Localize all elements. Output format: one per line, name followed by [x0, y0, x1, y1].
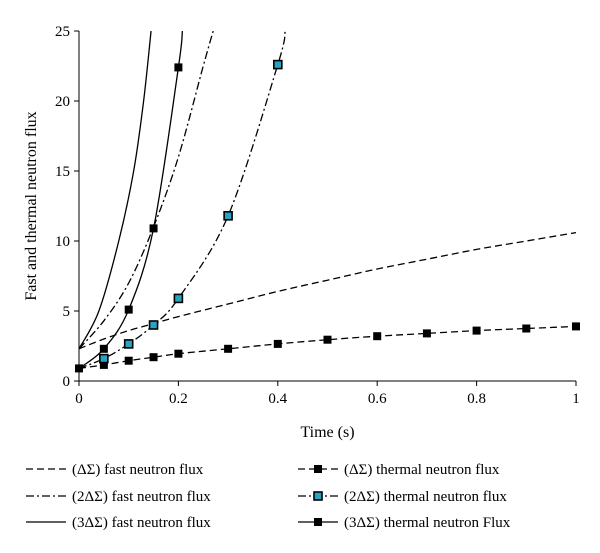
data-point-3-thermal-neutron-flux: [174, 63, 183, 72]
data-point-3-thermal-neutron-flux: [124, 305, 133, 314]
legend-marker-thermal-neutron-flux: [314, 465, 322, 473]
series-line-2-thermal-neutron-flux: [79, 31, 286, 370]
data-point-thermal-neutron-flux: [522, 324, 531, 333]
y-tick-label: 10: [55, 234, 70, 250]
x-tick-label: 0.2: [169, 391, 188, 407]
x-tick-label: 1: [572, 391, 580, 407]
x-tick-label: 0.8: [467, 391, 486, 407]
legend-marker-2-thermal-neutron-flux: [313, 491, 323, 501]
data-point-thermal-neutron-flux: [174, 349, 183, 358]
series-line-thermal-neutron-flux: [79, 325, 576, 370]
data-point-2-thermal-neutron-flux: [272, 59, 283, 70]
legend-label-2-thermal-neutron-flux: (2ΔΣ) thermal neutron flux: [344, 489, 507, 505]
data-point-2-thermal-neutron-flux: [99, 353, 109, 364]
data-point-2-thermal-neutron-flux: [223, 211, 233, 221]
y-tick-label: 5: [63, 304, 71, 320]
legend-label-thermal-neutron-flux: (ΔΣ) thermal neutron flux: [344, 462, 500, 478]
legend-label-2-fast-neutron-flux: (2ΔΣ) fast neutron flux: [72, 489, 211, 505]
y-axis-title: Fast and thermal neutron flux: [23, 111, 40, 300]
marker-layer: [75, 59, 580, 373]
data-point-thermal-neutron-flux: [99, 360, 108, 369]
y-tick-label: 15: [55, 164, 70, 180]
data-point-thermal-neutron-flux: [323, 335, 332, 344]
series-layer: [79, 31, 576, 370]
y-tick-label: 0: [63, 374, 71, 390]
data-point-thermal-neutron-flux: [472, 326, 481, 335]
x-tick-label: 0: [75, 391, 83, 407]
data-point-thermal-neutron-flux: [75, 364, 83, 373]
data-point-thermal-neutron-flux: [149, 353, 158, 362]
series-line-3-fast-neutron-flux: [79, 31, 152, 350]
data-point-thermal-neutron-flux: [572, 322, 580, 331]
series-line-3-thermal-neutron-flux: [79, 31, 184, 369]
legend: (ΔΣ) fast neutron flux (2ΔΣ) fast neutron…: [26, 462, 511, 531]
data-point-thermal-neutron-flux: [224, 344, 233, 353]
x-tick-label: 0.6: [368, 391, 387, 407]
legend-marker-3-thermal-neutron-flux: [314, 518, 322, 526]
y-tick-label: 25: [55, 24, 70, 40]
x-axis-title: Time (s): [300, 424, 354, 441]
legend-label-3-thermal-neutron-flux: (3ΔΣ) thermal neutron Flux: [344, 515, 511, 531]
data-point-3-thermal-neutron-flux: [149, 224, 158, 233]
legend-label-3-fast-neutron-flux: (3ΔΣ) fast neutron flux: [72, 515, 211, 531]
data-point-thermal-neutron-flux: [124, 356, 133, 365]
x-tick-label: 0.4: [268, 391, 287, 407]
data-point-3-thermal-neutron-flux: [99, 344, 108, 353]
data-point-thermal-neutron-flux: [422, 329, 431, 338]
data-point-2-thermal-neutron-flux: [123, 339, 134, 349]
data-point-thermal-neutron-flux: [373, 332, 382, 341]
data-point-2-thermal-neutron-flux: [173, 293, 184, 304]
series-line-fast-neutron-flux: [79, 231, 576, 350]
data-point-thermal-neutron-flux: [273, 339, 282, 348]
y-tick-label: 20: [55, 94, 70, 110]
data-point-2-thermal-neutron-flux: [148, 320, 159, 330]
legend-label-fast-neutron-flux: (ΔΣ) fast neutron flux: [72, 462, 204, 478]
